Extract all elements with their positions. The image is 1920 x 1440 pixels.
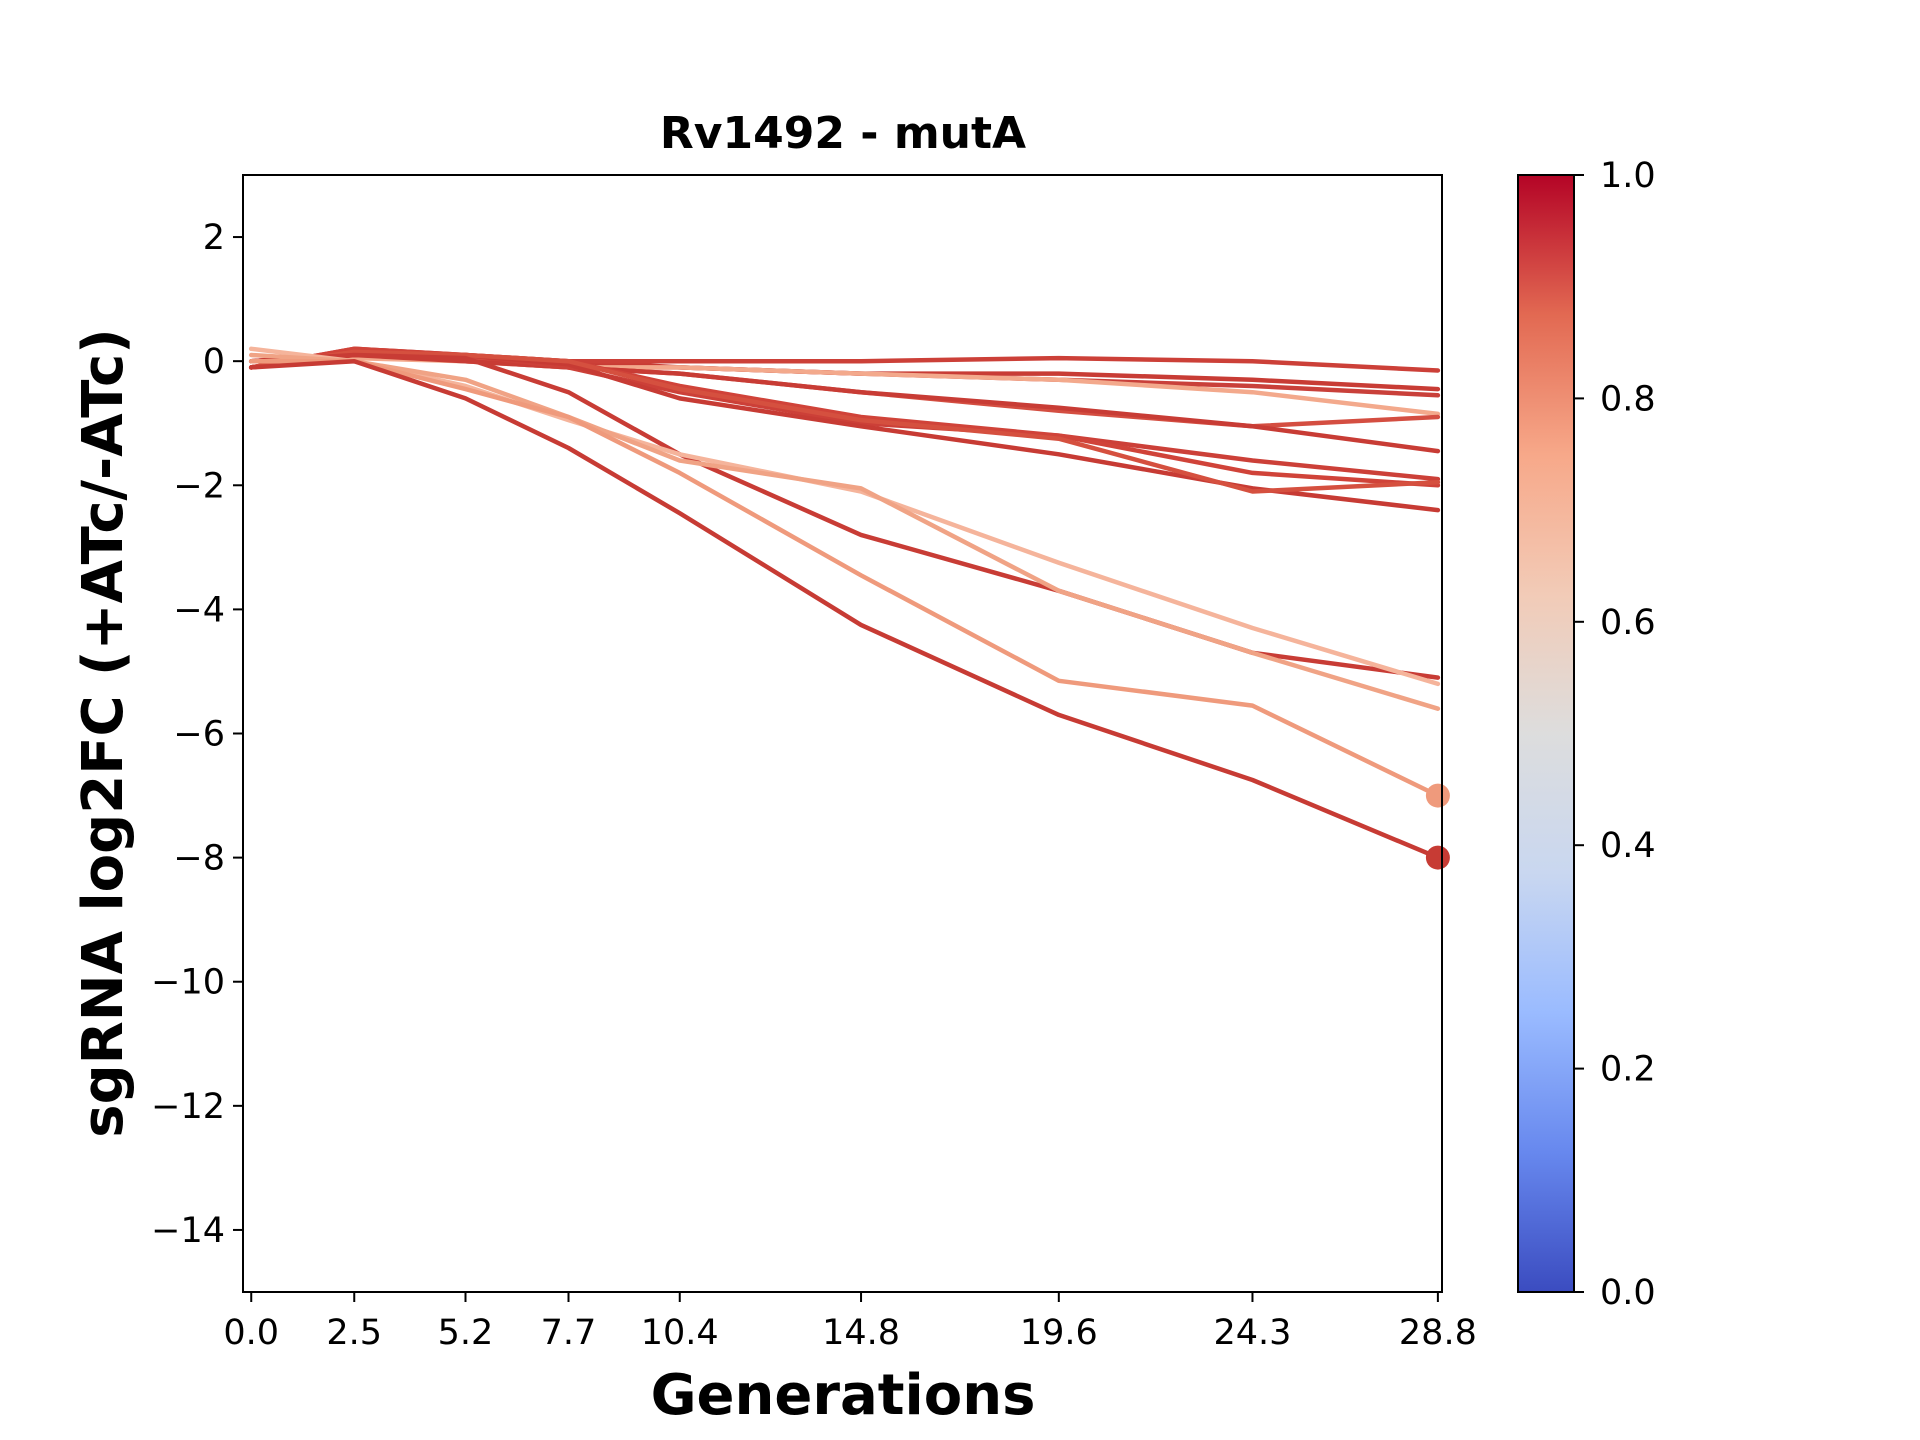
colorbar-tick-label: 0.8: [1600, 379, 1656, 419]
colorbar-tick-label: 0.0: [1600, 1273, 1656, 1313]
y-tick-label: 0: [203, 342, 225, 382]
x-tick-label: 2.5: [326, 1313, 382, 1353]
plot-frame: [242, 174, 1443, 1293]
series-line-10: [248, 349, 1441, 494]
y-tick-label: −8: [173, 839, 225, 879]
x-tick-label: 10.4: [641, 1313, 719, 1353]
x-tick-label: 7.7: [541, 1313, 597, 1353]
y-axis: 2 0 −2 −4 −6 −8 −10 −12 −14: [151, 218, 243, 1251]
chart-title: Rv1492 - mutA: [660, 108, 1026, 159]
colorbar: 0.0 0.2 0.4 0.6 0.8 1.0: [1517, 156, 1656, 1313]
y-tick-label: 2: [203, 218, 225, 258]
colorbar-tick-label: 0.4: [1600, 826, 1656, 866]
y-tick-label: −2: [173, 466, 225, 506]
y-tick-label: −10: [151, 963, 225, 1003]
y-tick-label: −12: [151, 1087, 225, 1127]
y-tick-label: −6: [173, 715, 225, 755]
colorbar-tick-label: 0.6: [1600, 603, 1656, 643]
colorbar-ticks: 0.0 0.2 0.4 0.6 0.8 1.0: [1574, 156, 1656, 1313]
x-tick-label: 24.3: [1213, 1313, 1291, 1353]
x-axis: 0.0 2.5 5.2 7.7 10.4 14.8 19.6 24.3 28.8: [223, 1292, 1477, 1353]
series-line-13: [248, 352, 1441, 711]
series-line-12: [248, 346, 1441, 687]
series-end-marker-14: [1425, 783, 1450, 808]
series-line-6: [248, 352, 1441, 454]
x-tick-label: 5.2: [438, 1313, 494, 1353]
plot-area: [248, 346, 1450, 870]
series-end-marker-15: [1425, 845, 1450, 870]
colorbar-tick-label: 0.2: [1600, 1050, 1656, 1090]
series-line-15: [248, 358, 1441, 860]
colorbar-gradient: [1517, 174, 1575, 1293]
y-tick-label: −4: [173, 590, 225, 630]
x-axis-label: Generations: [651, 1363, 1036, 1428]
series-line-14: [248, 358, 1441, 798]
x-tick-label: 28.8: [1399, 1313, 1477, 1353]
y-tick-label: −14: [151, 1211, 225, 1251]
x-tick-label: 19.6: [1020, 1313, 1098, 1353]
x-tick-label: 14.8: [822, 1313, 900, 1353]
x-tick-label: 0.0: [223, 1313, 279, 1353]
y-axis-label: sgRNA log2FC (+ATc/-ATc): [71, 328, 136, 1138]
colorbar-tick-label: 1.0: [1600, 156, 1656, 196]
